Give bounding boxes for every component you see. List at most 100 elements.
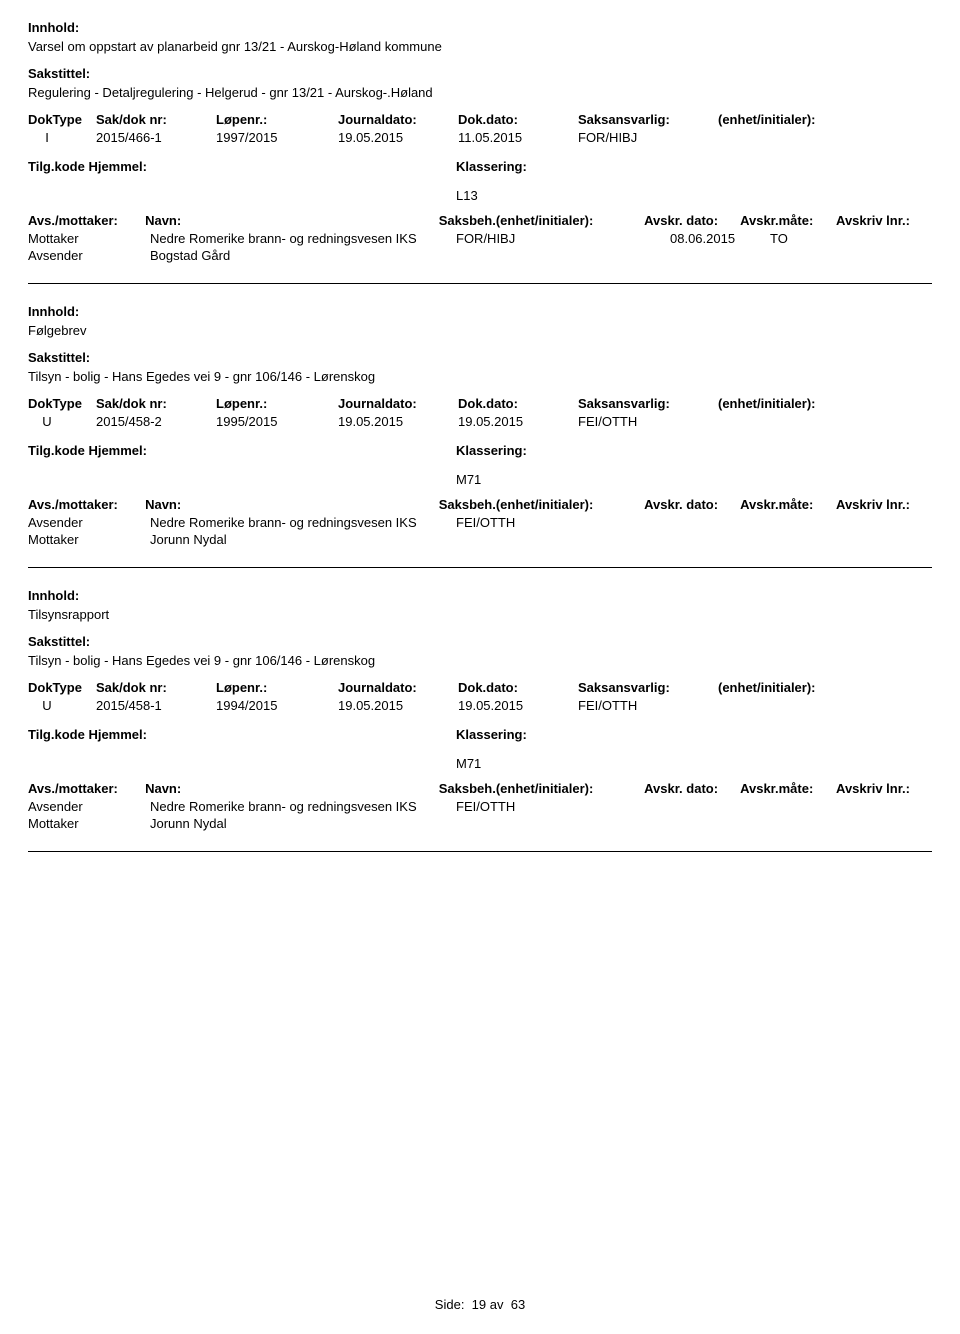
avskrmote-label: Avskr.måte: xyxy=(740,497,836,512)
saksbeh-label: Saksbeh.(enhet/initialer): xyxy=(439,497,644,512)
doktype-label: DokType xyxy=(28,396,96,411)
meta-header-row: DokType Sak/dok nr: Løpenr.: Journaldato… xyxy=(28,396,932,411)
lopenr-label: Løpenr.: xyxy=(216,680,338,695)
avsmottaker-label: Avs./mottaker: xyxy=(28,781,145,796)
party-row: Avsender Nedre Romerike brann- og rednin… xyxy=(28,799,932,814)
sakstittel-label: Sakstittel: xyxy=(28,66,932,81)
record: Innhold: Tilsynsrapport Sakstittel: Tils… xyxy=(28,588,932,831)
innhold-value: Følgebrev xyxy=(28,323,932,338)
navn-label: Navn: xyxy=(145,213,439,228)
avskrdato-label: Avskr. dato: xyxy=(644,497,740,512)
sakdok-value: 2015/458-1 xyxy=(96,698,216,713)
dokdato-value: 19.05.2015 xyxy=(458,698,578,713)
klassering-value: M71 xyxy=(28,472,481,487)
page-footer: Side: 19 av 63 xyxy=(0,1297,960,1312)
hjemmel-label: Hjemmel: xyxy=(88,159,147,174)
sakstittel-label: Sakstittel: xyxy=(28,350,932,365)
sakdok-label: Sak/dok nr: xyxy=(96,680,216,695)
enhet-label: (enhet/initialer): xyxy=(718,680,848,695)
avsmottaker-label: Avs./mottaker: xyxy=(28,497,145,512)
party-saksbeh xyxy=(456,816,670,831)
tilgkode-label: Tilg.kode xyxy=(28,727,85,742)
dokdato-label: Dok.dato: xyxy=(458,396,578,411)
innhold-value: Tilsynsrapport xyxy=(28,607,932,622)
dokdato-label: Dok.dato: xyxy=(458,680,578,695)
party-saksbeh xyxy=(456,532,670,547)
lopenr-label: Løpenr.: xyxy=(216,112,338,127)
sakdok-value: 2015/458-2 xyxy=(96,414,216,429)
navn-label: Navn: xyxy=(145,497,439,512)
meta-header-row: DokType Sak/dok nr: Løpenr.: Journaldato… xyxy=(28,112,932,127)
avskrdato-label: Avskr. dato: xyxy=(644,781,740,796)
saksansvarlig-value: FOR/HIBJ xyxy=(578,130,718,145)
tilgkode-hjemmel-label: Tilg.kode Hjemmel: xyxy=(28,443,456,458)
dokdato-value: 19.05.2015 xyxy=(458,414,578,429)
saksansvarlig-value: FEI/OTTH xyxy=(578,698,718,713)
lopenr-value: 1997/2015 xyxy=(216,130,338,145)
sakdok-label: Sak/dok nr: xyxy=(96,112,216,127)
party-row: Mottaker Jorunn Nydal xyxy=(28,816,932,831)
dokdato-label: Dok.dato: xyxy=(458,112,578,127)
doktype-label: DokType xyxy=(28,680,96,695)
party-role: Avsender xyxy=(28,248,150,263)
sakdok-label: Sak/dok nr: xyxy=(96,396,216,411)
innhold-label: Innhold: xyxy=(28,304,932,319)
avskrdato-label: Avskr. dato: xyxy=(644,213,740,228)
dokdato-value: 11.05.2015 xyxy=(458,130,578,145)
party-name: Nedre Romerike brann- og redningsvesen I… xyxy=(150,231,456,246)
klassering-value-row: M71 xyxy=(28,472,932,487)
record: Innhold: Følgebrev Sakstittel: Tilsyn - … xyxy=(28,304,932,547)
meta-value-row: I 2015/466-1 1997/2015 19.05.2015 11.05.… xyxy=(28,130,932,145)
party-row: Avsender Bogstad Gård xyxy=(28,248,932,263)
saksbeh-label: Saksbeh.(enhet/initialer): xyxy=(439,213,644,228)
tilgkode-hjemmel-label: Tilg.kode Hjemmel: xyxy=(28,727,456,742)
navn-label: Navn: xyxy=(145,781,439,796)
party-role: Avsender xyxy=(28,515,150,530)
record-divider xyxy=(28,283,932,284)
enhet-label: (enhet/initialer): xyxy=(718,112,848,127)
page-total: 63 xyxy=(511,1297,525,1312)
party-avskrmote: TO xyxy=(770,231,870,246)
saksansvarlig-label: Saksansvarlig: xyxy=(578,680,718,695)
meta-value-row: U 2015/458-2 1995/2015 19.05.2015 19.05.… xyxy=(28,414,932,429)
party-saksbeh: FEI/OTTH xyxy=(456,515,670,530)
party-header-row: Avs./mottaker: Navn: Saksbeh.(enhet/init… xyxy=(28,213,932,228)
sakdok-value: 2015/466-1 xyxy=(96,130,216,145)
sakstittel-value: Tilsyn - bolig - Hans Egedes vei 9 - gnr… xyxy=(28,653,932,668)
avskrmote-label: Avskr.måte: xyxy=(740,213,836,228)
avsmottaker-label: Avs./mottaker: xyxy=(28,213,145,228)
avskrlnr-label: Avskriv lnr.: xyxy=(836,213,932,228)
enhet-label: (enhet/initialer): xyxy=(718,396,848,411)
hjemmel-label: Hjemmel: xyxy=(88,727,147,742)
klassering-value-row: M71 xyxy=(28,756,932,771)
sakstittel-label: Sakstittel: xyxy=(28,634,932,649)
page-number: 19 xyxy=(472,1297,486,1312)
journaldato-value: 19.05.2015 xyxy=(338,130,458,145)
klassering-label: Klassering: xyxy=(456,443,756,458)
avskrlnr-label: Avskriv lnr.: xyxy=(836,781,932,796)
tilg-klass-row: Tilg.kode Hjemmel: Klassering: xyxy=(28,443,932,458)
sakstittel-value: Tilsyn - bolig - Hans Egedes vei 9 - gnr… xyxy=(28,369,932,384)
record-divider xyxy=(28,851,932,852)
lopenr-label: Løpenr.: xyxy=(216,396,338,411)
saksansvarlig-label: Saksansvarlig: xyxy=(578,396,718,411)
party-role: Mottaker xyxy=(28,231,150,246)
hjemmel-label: Hjemmel: xyxy=(88,443,147,458)
klassering-label: Klassering: xyxy=(456,727,756,742)
journaldato-value: 19.05.2015 xyxy=(338,414,458,429)
klassering-value: M71 xyxy=(28,756,481,771)
party-saksbeh xyxy=(456,248,670,263)
party-name: Jorunn Nydal xyxy=(150,532,456,547)
party-name: Jorunn Nydal xyxy=(150,816,456,831)
av-label: av xyxy=(490,1297,504,1312)
party-name: Nedre Romerike brann- og redningsvesen I… xyxy=(150,799,456,814)
party-row: Mottaker Jorunn Nydal xyxy=(28,532,932,547)
party-saksbeh: FEI/OTTH xyxy=(456,799,670,814)
side-label: Side: xyxy=(435,1297,465,1312)
tilg-klass-row: Tilg.kode Hjemmel: Klassering: xyxy=(28,159,932,174)
party-row: Avsender Nedre Romerike brann- og rednin… xyxy=(28,515,932,530)
doktype-value: U xyxy=(28,414,96,429)
lopenr-value: 1995/2015 xyxy=(216,414,338,429)
party-header-row: Avs./mottaker: Navn: Saksbeh.(enhet/init… xyxy=(28,781,932,796)
party-saksbeh: FOR/HIBJ xyxy=(456,231,670,246)
